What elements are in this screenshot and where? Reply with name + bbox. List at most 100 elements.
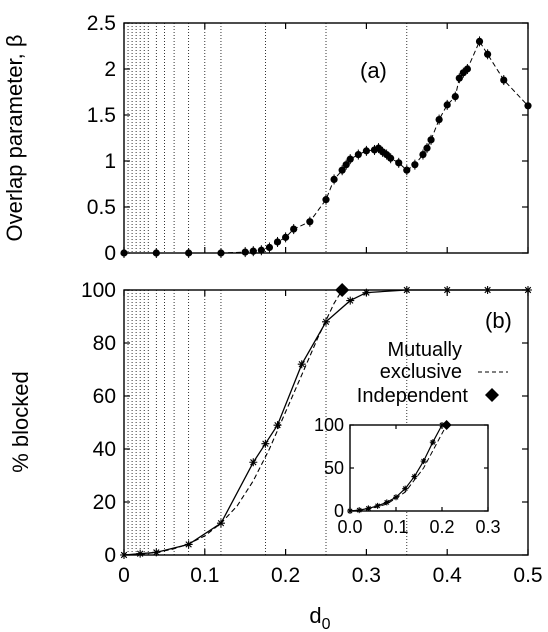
y-tick-label: 0 (104, 544, 116, 567)
inset-y-tick-label: 0 (334, 501, 344, 521)
inset-x-tick-label: 0.3 (475, 517, 500, 537)
data-point-circle (419, 150, 427, 159)
data-point-circle (475, 37, 484, 46)
data-point-star (273, 421, 282, 430)
inset-series (347, 420, 452, 514)
data-point-circle (455, 74, 463, 82)
data-point-star (346, 296, 355, 305)
y-tick-label: 1.5 (87, 104, 116, 127)
y-tick-label: 40 (93, 438, 116, 461)
panel-a-label: (a) (360, 58, 387, 83)
panel-b: 0 20 40 60 80 100 0 0.1 0.2 0.3 0.4 0.5 (b) % bloc… (8, 279, 543, 587)
data-point-circle (423, 144, 431, 152)
data-point-circle (411, 161, 419, 169)
data-point-star (393, 494, 399, 501)
data-point-star (420, 458, 427, 465)
inset-y-ticks: 0 50 100 (314, 415, 488, 521)
x-tick-label: 0.4 (433, 564, 463, 587)
data-point-star (402, 485, 409, 492)
legend-mutually-exclusive-line2: exclusive (380, 361, 462, 383)
data-point-star (365, 505, 372, 512)
y-tick-label: 0 (104, 242, 116, 265)
inset-x-ticks: 0.0 0.1 0.2 0.3 (337, 425, 501, 537)
data-point-circle (282, 233, 290, 241)
data-point-star (249, 458, 258, 467)
panel-b-label: (b) (485, 308, 512, 333)
data-point-star (383, 499, 390, 506)
data-point-circle (322, 196, 330, 204)
x-tick-label: 0.3 (352, 564, 381, 587)
data-point-circle (265, 243, 274, 252)
mutually-exclusive-dashed-line (123, 289, 343, 556)
panel-b-y-axis-label: % blocked (8, 371, 33, 473)
data-point-star (322, 317, 330, 326)
data-point-star (297, 360, 306, 369)
x-tick-label: 0.1 (190, 564, 219, 587)
data-point-circle (435, 116, 443, 124)
legend-diamond-icon (485, 388, 499, 402)
y-tick-label: 0.5 (87, 196, 116, 219)
data-point-circle (403, 166, 411, 174)
data-point-circle (387, 154, 395, 162)
y-tick-label: 60 (93, 385, 116, 408)
y-tick-label: 100 (81, 279, 116, 302)
data-point-star (184, 540, 193, 549)
data-point-circle (306, 218, 314, 226)
data-point-circle (362, 147, 370, 155)
data-point-star (429, 439, 436, 446)
data-point-circle (338, 166, 346, 174)
panel-a-y-ticks: 0 0.5 1 1.5 2 2.5 (87, 12, 528, 265)
x-tick-label: 0.5 (513, 564, 542, 587)
y-tick-label: 2.5 (87, 12, 116, 35)
panel-a-frame (123, 22, 529, 254)
inset-x-tick-label: 0.2 (429, 517, 454, 537)
y-tick-label: 2 (104, 58, 116, 81)
legend-independent: Independent (357, 385, 469, 407)
inset: 0 50 100 0.0 0.1 0.2 0.3 (314, 415, 501, 537)
legend: Mutually exclusive Independent (357, 339, 508, 407)
panel-a-x-ticks (123, 23, 529, 253)
panel-a: 0 0.5 1 1.5 2 2.5 (a) Overlap parameter, β (2, 12, 532, 265)
data-point-circle (451, 93, 459, 101)
data-point-star (411, 473, 418, 480)
data-point-circle (346, 155, 354, 163)
data-point-star (216, 519, 225, 528)
inset-x-tick-label: 0.0 (337, 517, 362, 537)
inset-y-tick-label: 50 (324, 458, 344, 478)
y-tick-label: 1 (104, 150, 116, 173)
y-tick-label: 20 (93, 491, 116, 514)
panel-a-dotted-gridlines (127, 23, 408, 253)
data-point-star (136, 549, 145, 558)
data-point-star (152, 548, 161, 557)
inset-x-tick-label: 0.1 (383, 517, 408, 537)
data-point-circle (395, 159, 403, 167)
panel-b-dotted-gridlines (127, 290, 408, 555)
data-point-circle (484, 50, 492, 58)
inset-y-tick-label: 100 (314, 415, 344, 435)
data-point-circle (463, 65, 471, 73)
panel-b-y-ticks: 0 20 40 60 80 100 (81, 279, 528, 567)
data-point-circle (257, 246, 265, 254)
y-tick-label: 80 (93, 332, 116, 355)
legend-mutually-exclusive-line1: Mutually (388, 339, 462, 361)
data-point-circle (290, 225, 298, 233)
data-point-circle (342, 161, 350, 169)
data-point-circle (443, 101, 451, 109)
panel-a-series (120, 36, 532, 258)
panel-b-x-ticks: 0 0.1 0.2 0.3 0.4 0.5 (118, 290, 543, 587)
data-point-star (374, 502, 381, 509)
panel-a-y-axis-label: Overlap parameter, β (2, 34, 27, 241)
x-tick-label: 0 (118, 564, 130, 587)
data-point-circle (500, 76, 508, 84)
data-point-star (356, 507, 363, 514)
panel-b-frame (123, 289, 529, 556)
x-tick-label: 0.2 (271, 564, 300, 587)
data-point-circle (241, 248, 249, 256)
data-point-circle (354, 150, 362, 159)
data-point-circle (273, 238, 282, 246)
data-point-circle (427, 136, 435, 144)
x-axis-label: d0 (309, 603, 330, 632)
data-point-star (261, 439, 270, 448)
data-point-circle (330, 175, 338, 183)
